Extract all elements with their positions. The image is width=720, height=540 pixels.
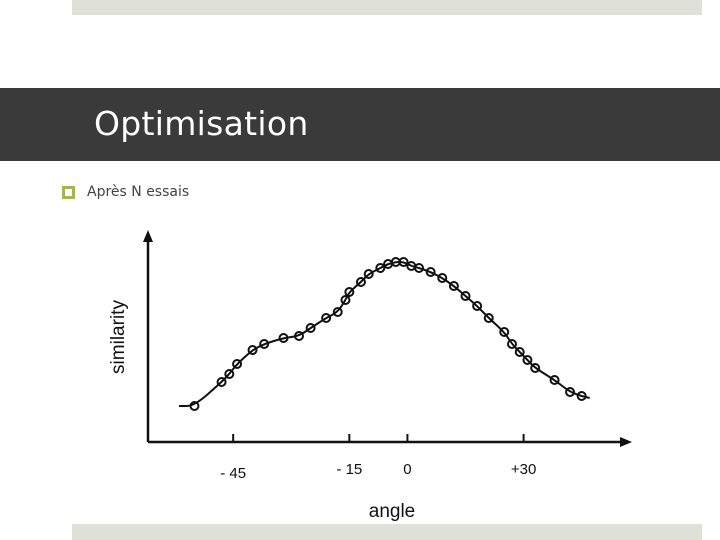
x-tick-label: +30	[511, 461, 536, 478]
y-axis-label: similarity	[108, 300, 129, 374]
data-point	[305, 323, 316, 333]
data-point	[483, 313, 494, 323]
x-tick-label: - 15	[336, 461, 362, 478]
data-point	[576, 391, 587, 401]
data-point	[514, 347, 525, 357]
data-point	[247, 345, 258, 355]
data-point	[375, 263, 386, 273]
title-bar	[0, 88, 720, 161]
slide-title: Optimisation	[94, 104, 309, 143]
x-axis-arrow	[620, 437, 632, 447]
data-point	[232, 359, 243, 369]
bullet-item: Après N essais	[62, 180, 189, 204]
data-point	[363, 269, 374, 279]
data-point	[460, 291, 471, 301]
data-point	[294, 331, 305, 341]
data-point	[530, 363, 541, 373]
data-point	[414, 263, 425, 273]
data-point	[332, 307, 343, 317]
data-point	[472, 301, 483, 311]
data-point	[355, 277, 366, 287]
data-point	[321, 313, 332, 323]
x-tick-label: - 45	[220, 465, 246, 482]
data-point	[425, 267, 436, 277]
data-point	[499, 327, 510, 337]
top-strip	[72, 0, 702, 15]
x-axis-label: angle	[369, 501, 416, 522]
y-axis-arrow	[143, 230, 153, 242]
data-point	[259, 339, 270, 349]
data-point	[565, 387, 576, 397]
fit-curve	[178, 260, 590, 407]
data-point	[278, 333, 289, 343]
data-point	[506, 339, 517, 349]
data-point	[522, 355, 533, 365]
bottom-strip	[72, 524, 702, 540]
square-bullet-icon	[62, 185, 75, 199]
data-point	[216, 377, 227, 387]
data-point	[398, 257, 409, 267]
data-point	[437, 273, 448, 283]
data-point	[549, 375, 560, 385]
x-tick-label: 0	[403, 461, 411, 478]
data-point	[344, 287, 355, 297]
data-point	[224, 369, 235, 379]
data-point	[448, 281, 459, 291]
bullet-text: Après N essais	[87, 184, 190, 200]
data-point	[189, 401, 200, 411]
data-point	[340, 295, 351, 305]
